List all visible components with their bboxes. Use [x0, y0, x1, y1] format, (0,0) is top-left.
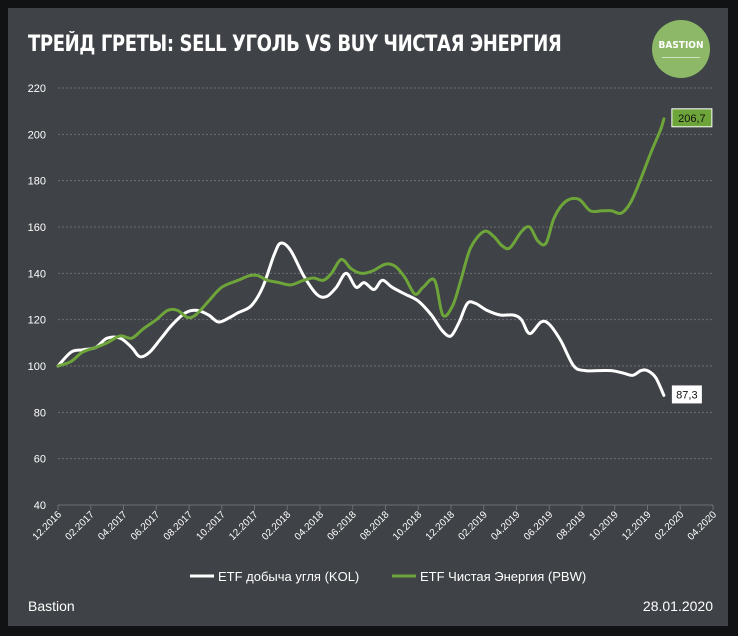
y-axis-ticks: 40 60 80 100 120 140 160 180 200 220 [28, 83, 46, 512]
logo-text: BASTION [658, 40, 704, 51]
chart-title: ТРЕЙД ГРЕТЫ: SELL УГОЛЬ VS BUY ЧИСТАЯ ЭН… [28, 32, 562, 57]
x-tick-label: 04.2017 [96, 509, 130, 543]
x-tick-label: 08.2018 [358, 509, 392, 543]
y-tick-label: 60 [34, 454, 46, 466]
x-tick-label: 12.2017 [227, 509, 261, 543]
logo-underline [662, 57, 700, 58]
x-tick-label: 04.2018 [293, 509, 327, 543]
pbw-series-line [56, 117, 666, 368]
x-tick-label: 02.2017 [64, 509, 98, 543]
kol-end-label-box [671, 385, 702, 404]
chart-panel [8, 8, 728, 626]
legend-kol-label: ETF добыча угля (KOL) [218, 569, 359, 584]
x-tick-label: 02.2019 [457, 509, 491, 543]
x-tick-label: 10.2017 [195, 509, 229, 543]
y-tick-label: 120 [28, 315, 46, 327]
x-tick-label: 06.2018 [326, 509, 360, 543]
grid-lines [58, 87, 713, 506]
x-tick-label: 02.2020 [653, 509, 687, 543]
y-tick-label: 160 [28, 222, 46, 234]
y-tick-label: 180 [28, 176, 46, 188]
y-tick-label: 140 [28, 268, 46, 280]
y-tick-label: 40 [34, 500, 46, 512]
x-tick-label: 04.2019 [489, 509, 523, 543]
kol-series-line [56, 241, 666, 397]
x-tick-label: 12.2016 [31, 509, 65, 543]
x-tick-label: 02.2018 [260, 509, 294, 543]
x-tick-label: 08.2019 [555, 509, 589, 543]
x-tick-label: 12.2018 [424, 509, 458, 543]
bastion-logo: BASTION [652, 20, 710, 78]
y-tick-label: 220 [28, 83, 46, 95]
x-tick-label: 04.2020 [686, 509, 720, 543]
footer-source: Bastion [28, 598, 75, 614]
y-tick-label: 80 [34, 407, 46, 419]
x-tick-label: 06.2019 [522, 509, 556, 543]
pbw-end-label: 206,7 [678, 113, 706, 125]
x-tick-label: 12.2019 [620, 509, 654, 543]
series-lines [56, 117, 666, 397]
y-tick-label: 200 [28, 129, 46, 141]
x-tick-label: 08.2017 [162, 509, 196, 543]
kol-end-label: 87,3 [676, 389, 697, 401]
end-value-labels: 87,3 206,7 [671, 108, 713, 404]
legend: ETF добыча угля (KOL) ETF Чистая Энергия … [190, 569, 586, 584]
y-tick-label: 100 [28, 361, 46, 373]
footer-date: 28.01.2020 [642, 598, 713, 614]
legend-pbw-label: ETF Чистая Энергия (PBW) [420, 569, 586, 584]
x-axis-ticks: 12.2016 02.2017 04.2017 06.2017 08.2017 10.20… [31, 505, 720, 543]
pbw-end-label-box [671, 108, 713, 128]
x-tick-label: 10.2018 [391, 509, 425, 543]
x-tick-label: 10.2019 [588, 509, 622, 543]
x-tick-label: 06.2017 [129, 509, 163, 543]
